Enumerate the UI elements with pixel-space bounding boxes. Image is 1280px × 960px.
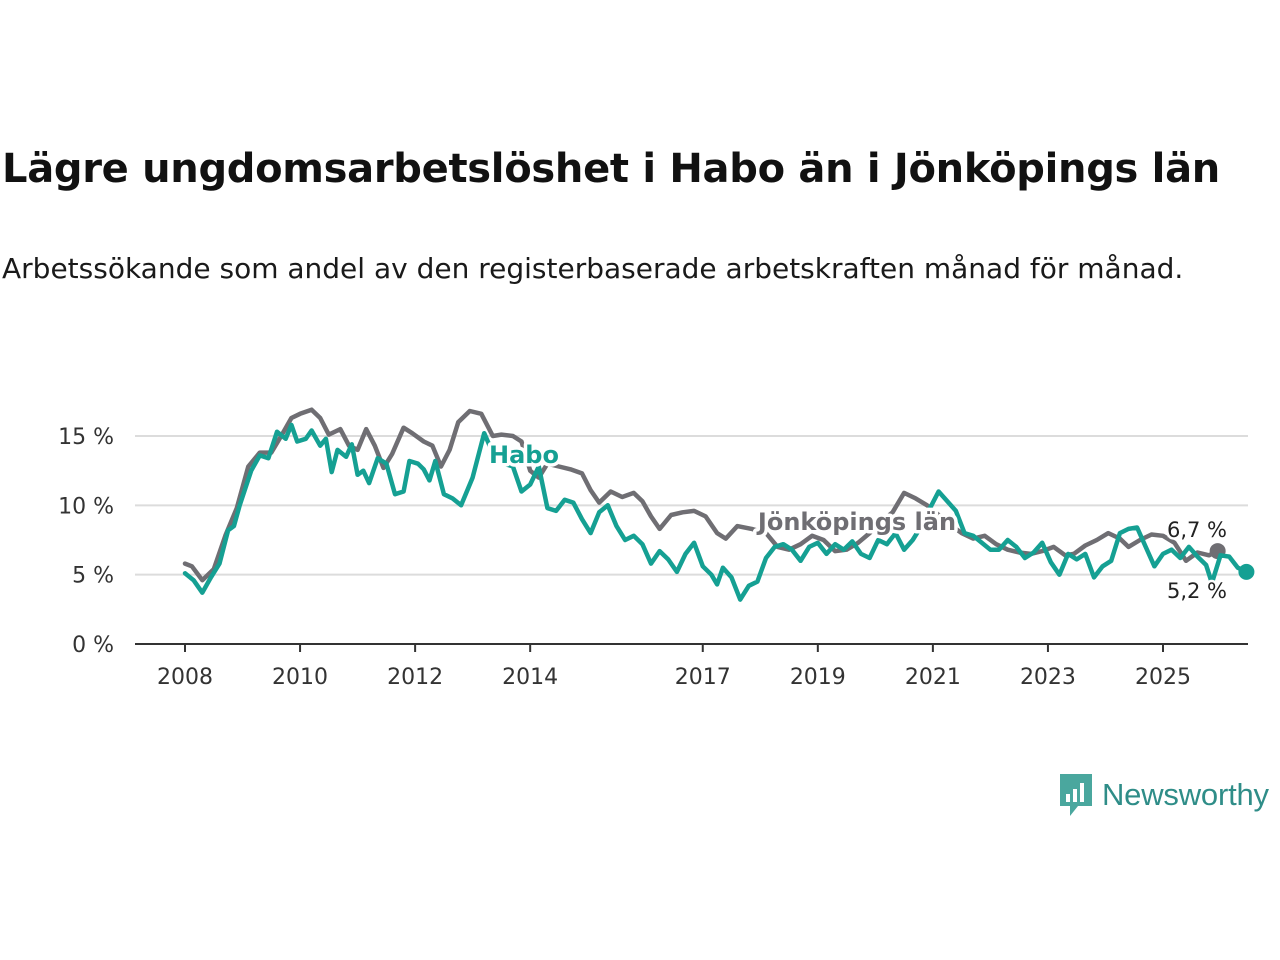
grid-lines	[135, 435, 1248, 576]
newsworthy-logo: Newsworthy	[1058, 772, 1269, 818]
end-value-label: 6,7 %	[1167, 518, 1227, 542]
chart-subtitle: Arbetssökande som andel av den registerb…	[2, 252, 1184, 285]
y-tick-label: 10 %	[58, 494, 114, 519]
series-name-label: Habo	[489, 441, 559, 469]
x-tick-label: 2008	[157, 665, 213, 690]
series-end-point	[1238, 563, 1255, 580]
series-line-habo	[182, 422, 1249, 602]
end-value-label: 5,2 %	[1167, 579, 1227, 603]
x-tick-label: 2012	[387, 665, 443, 690]
newsworthy-logo-icon	[1060, 774, 1092, 816]
x-tick-label: 2021	[905, 665, 961, 690]
y-tick-label: 0 %	[72, 633, 114, 658]
chart-title: Lägre ungdomsarbetslöshet i Habo än i Jö…	[2, 146, 1220, 192]
y-tick-label: 15 %	[58, 425, 114, 450]
y-axis-ticks: 0 % 5 % 10 % 15 %	[58, 425, 114, 658]
x-tick-label: 2010	[272, 665, 328, 690]
x-tick-label: 2023	[1020, 665, 1076, 690]
x-axis-ticks: 2008 2010 2012 2014 2017 2019 2021 2023 2025	[157, 644, 1191, 690]
x-tick-label: 2017	[675, 665, 731, 690]
series-lines	[182, 407, 1255, 602]
x-tick-label: 2014	[502, 665, 558, 690]
x-tick-label: 2025	[1135, 665, 1191, 690]
series-labels: Habo Jönköpings län 6,7 % 5,2 %	[486, 438, 1230, 606]
series-name-label: Jönköpings län	[756, 508, 956, 536]
brand-name: Newsworthy	[1102, 777, 1269, 812]
y-tick-label: 5 %	[72, 564, 114, 589]
x-tick-label: 2019	[790, 665, 846, 690]
